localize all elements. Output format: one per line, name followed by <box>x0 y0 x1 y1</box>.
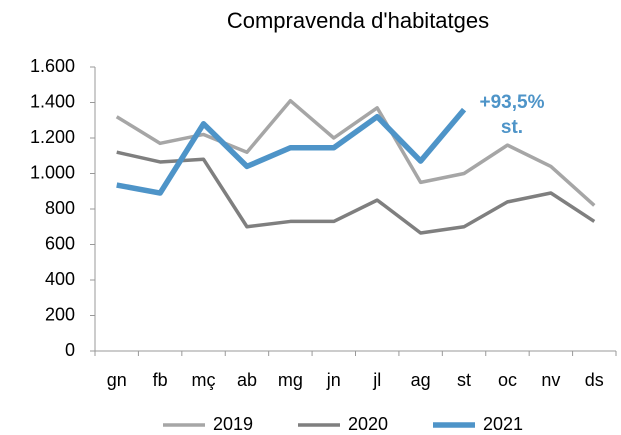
y-tick-label: 0 <box>65 340 75 360</box>
x-tick-label: mç <box>192 370 216 390</box>
x-tick-label: nv <box>541 370 560 390</box>
annotation: +93,5% <box>480 92 545 113</box>
line-series <box>116 150 596 235</box>
y-tick-label: 400 <box>45 269 75 289</box>
x-tick-label: ag <box>411 370 431 390</box>
y-tick-label: 1.200 <box>30 127 75 147</box>
legend-label: 2019 <box>213 414 253 434</box>
x-tick-label: st <box>457 370 471 390</box>
x-tick-label: jl <box>372 370 381 390</box>
legend-label: 2020 <box>348 414 388 434</box>
y-tick-label: 1.000 <box>30 162 75 182</box>
y-tick-label: 200 <box>45 304 75 324</box>
x-tick-label: ab <box>237 370 257 390</box>
x-tick-label: mg <box>278 370 303 390</box>
annotation: st. <box>501 117 523 138</box>
x-tick-label: gn <box>107 370 127 390</box>
x-tick-label: ds <box>585 370 604 390</box>
x-tick-label: fb <box>153 370 168 390</box>
y-tick-label: 1.600 <box>30 56 75 76</box>
y-tick-label: 1.400 <box>30 91 75 111</box>
y-tick-label: 600 <box>45 233 75 253</box>
line-series <box>116 107 467 196</box>
chart-title: Compravenda d'habitatges <box>227 8 489 33</box>
x-tick-label: jn <box>326 370 341 390</box>
y-tick-label: 800 <box>45 198 75 218</box>
x-tick-label: oc <box>498 370 517 390</box>
legend-label: 2021 <box>483 414 523 434</box>
